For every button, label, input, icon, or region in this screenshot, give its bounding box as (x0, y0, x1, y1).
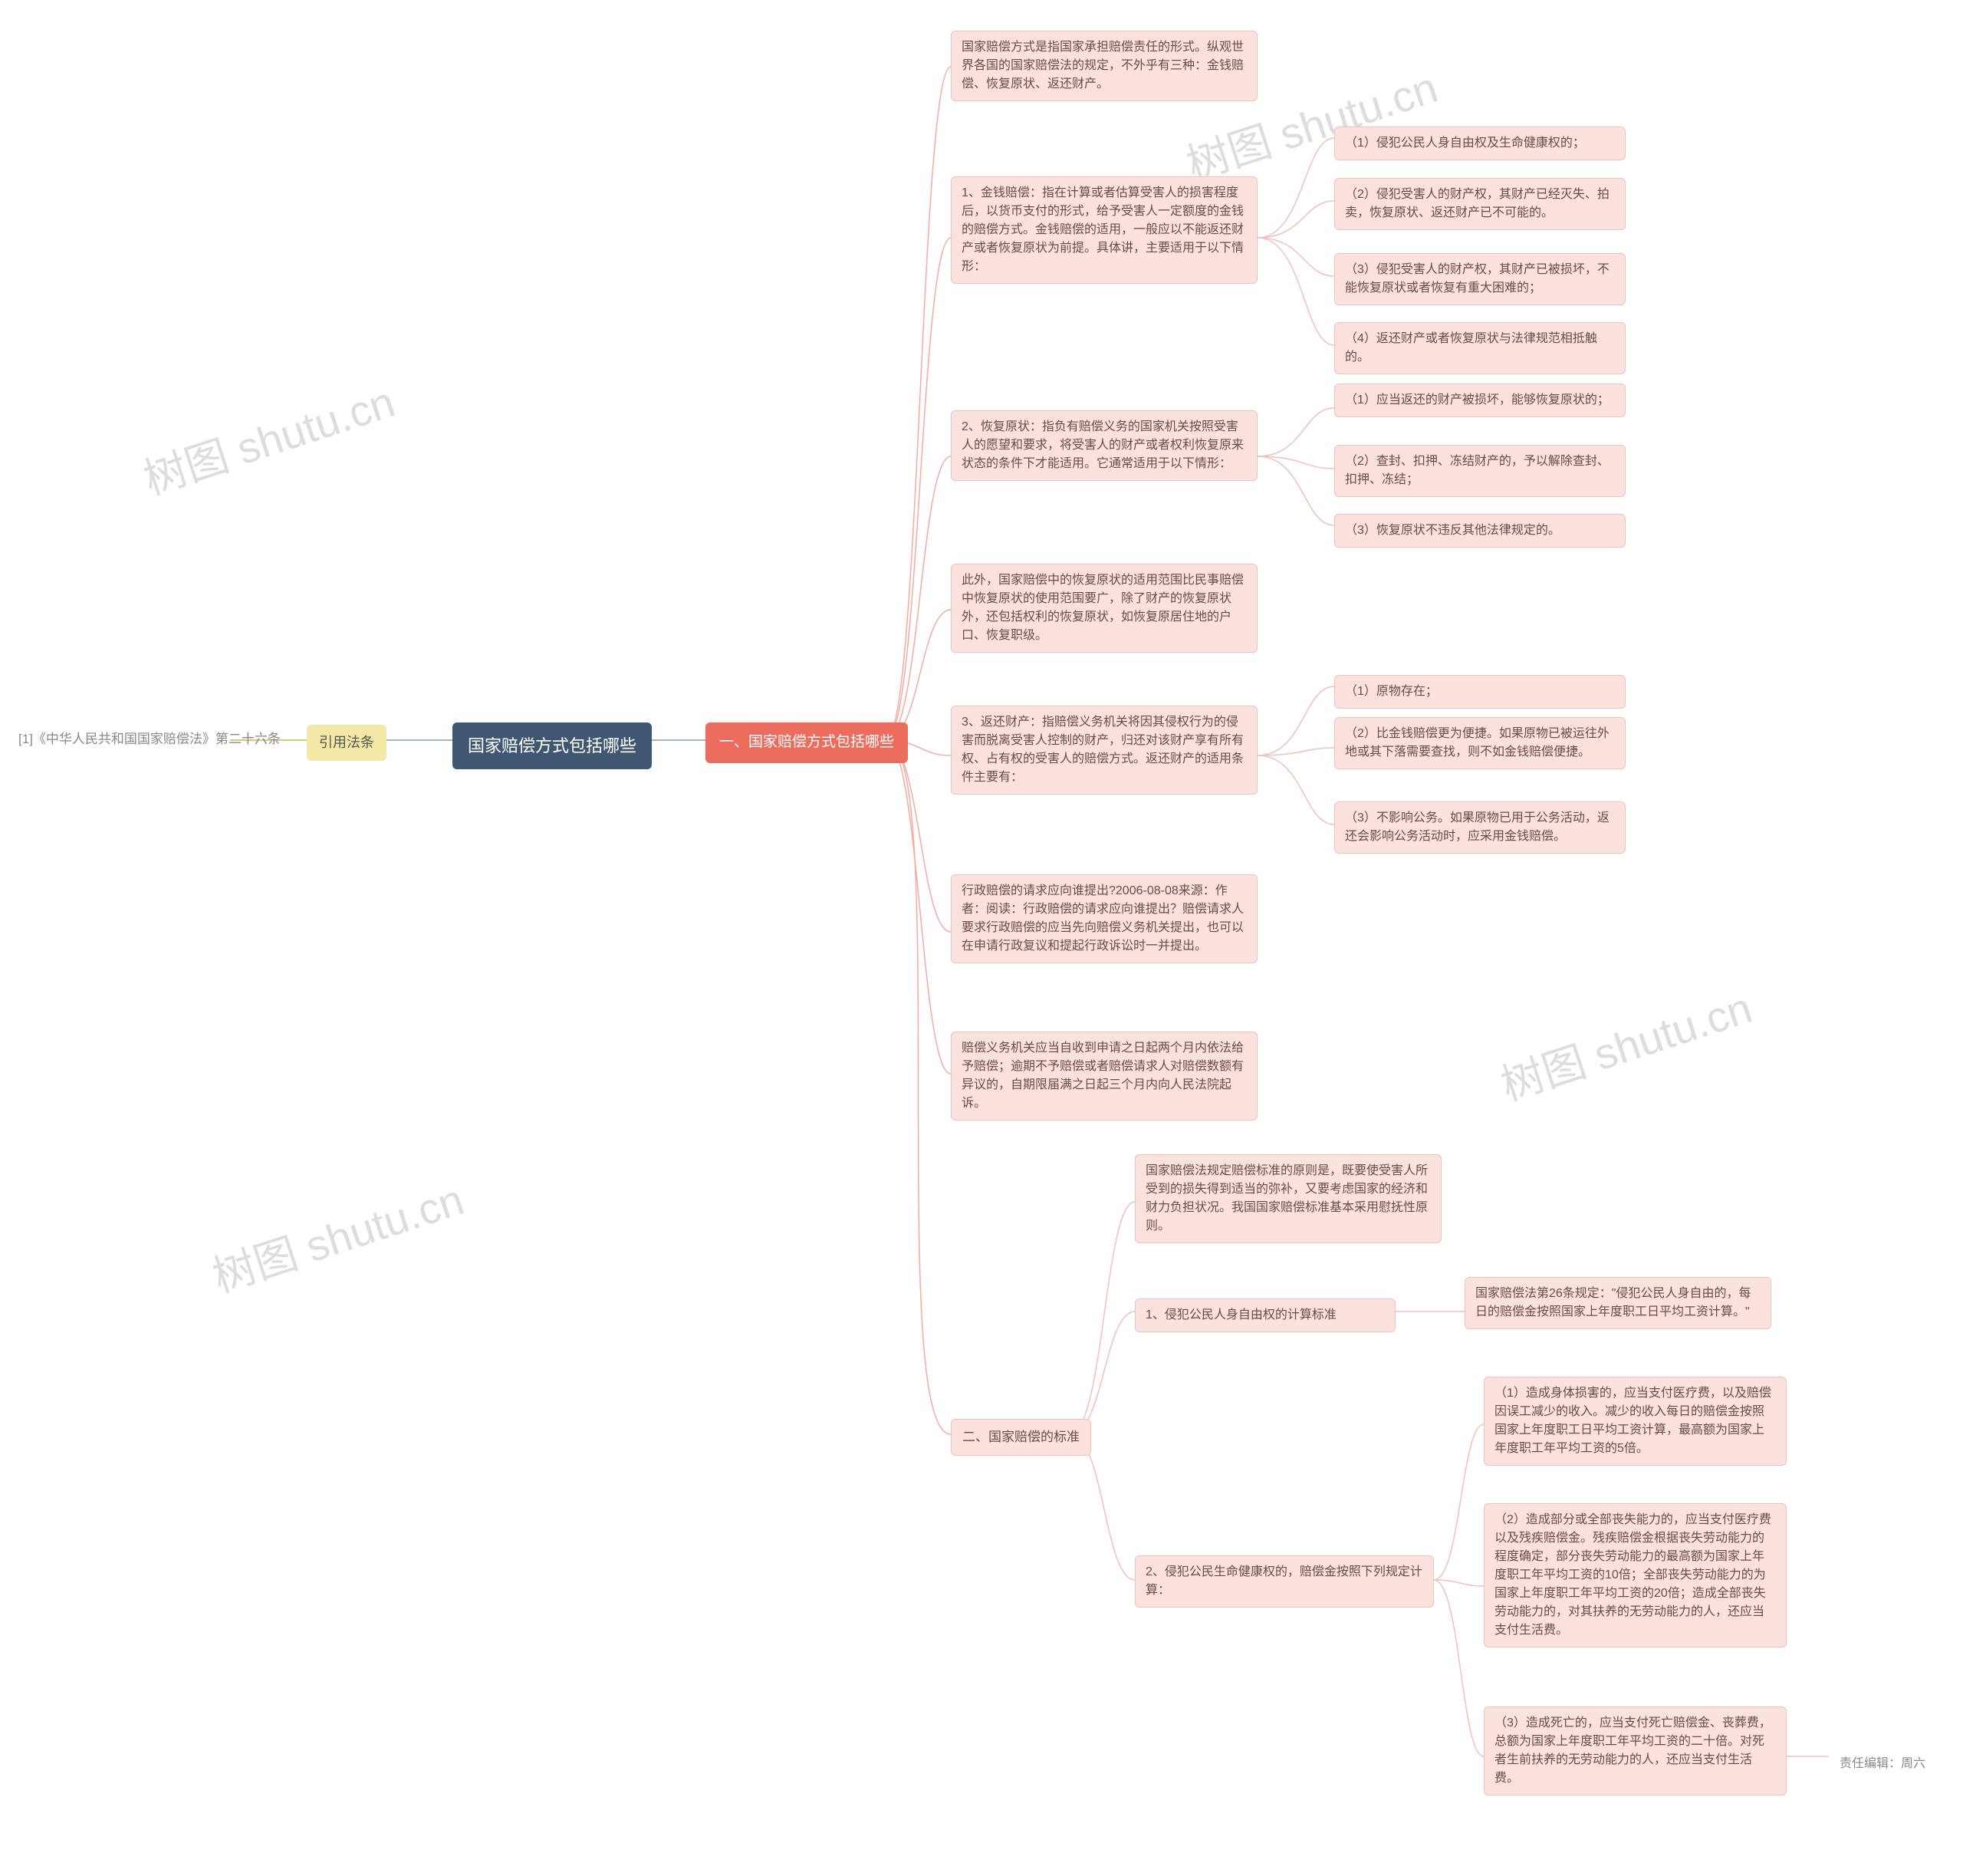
s2-item2[interactable]: 2、侵犯公民生命健康权的，赔偿金按照下列规定计算： (1135, 1555, 1434, 1608)
s1-item3-c2: （2）比金钱赔偿更为便捷。如果原物已被运往外地或其下落需要查找，则不如金钱赔偿便… (1334, 717, 1626, 769)
section-2[interactable]: 二、国家赔偿的标准 (951, 1419, 1091, 1456)
s1-item2[interactable]: 2、恢复原状：指负有赔偿义务的国家机关按照受害人的愿望和要求，将受害人的财产或者… (951, 410, 1258, 481)
s1-item1-c3: （3）侵犯受害人的财产权，其财产已被损坏，不能恢复原状或者恢复有重大困难的； (1334, 253, 1626, 305)
s1-note3: 行政赔偿的请求应向谁提出?2006-08-08来源：作者：阅读：行政赔偿的请求应… (951, 874, 1258, 963)
s1-item3-c3: （3）不影响公务。如果原物已用于公务活动，返还会影响公务活动时，应采用金钱赔偿。 (1334, 801, 1626, 854)
s2-intro: 国家赔偿法规定赔偿标准的原则是，既要使受害人所受到的损失得到适当的弥补，又要考虑… (1135, 1154, 1442, 1243)
s1-item2-c1: （1）应当返还的财产被损坏，能够恢复原状的； (1334, 383, 1626, 417)
s1-item3[interactable]: 3、返还财产：指赔偿义务机关将因其侵权行为的侵害而脱离受害人控制的财产，归还对该… (951, 706, 1258, 795)
s1-note2: 此外，国家赔偿中的恢复原状的适用范围比民事赔偿中恢复原状的使用范围要广，除了财产… (951, 564, 1258, 653)
watermark: 树图 shutu.cn (204, 1166, 471, 1305)
s1-item1[interactable]: 1、金钱赔偿：指在计算或者估算受害人的损害程度后，以货币支付的形式，给予受害人一… (951, 176, 1258, 284)
watermark: 树图 shutu.cn (1492, 974, 1759, 1114)
s1-item1-c1: （1）侵犯公民人身自由权及生命健康权的； (1334, 127, 1626, 160)
s2-item2-c1: （1）造成身体损害的，应当支付医疗费，以及赔偿因误工减少的收入。减少的收入每日的… (1484, 1377, 1787, 1466)
s1-intro: 国家赔偿方式是指国家承担赔偿责任的形式。纵观世界各国的国家赔偿法的规定，不外乎有… (951, 31, 1258, 101)
section-1[interactable]: 一、国家赔偿方式包括哪些 (705, 722, 908, 763)
ref-citation: [1]《中华人民共和国国家赔偿法》第二十六条 (8, 722, 291, 757)
s2-item2-c3: （3）造成死亡的，应当支付死亡赔偿金、丧葬费，总额为国家上年度职工年平均工资的二… (1484, 1707, 1787, 1795)
s2-item1-child: 国家赔偿法第26条规定："侵犯公民人身自由的，每日的赔偿金按照国家上年度职工日平… (1465, 1277, 1771, 1329)
s2-item2-c2: （2）造成部分或全部丧失能力的，应当支付医疗费以及残疾赔偿金。残疾赔偿金根据丧失… (1484, 1503, 1787, 1647)
s1-item2-c3: （3）恢复原状不违反其他法律规定的。 (1334, 514, 1626, 548)
s1-item2-c2: （2）查封、扣押、冻结财产的，予以解除查封、扣押、冻结； (1334, 445, 1626, 497)
s1-item1-c4: （4）返还财产或者恢复原状与法律规范相抵触的。 (1334, 322, 1626, 374)
ref-node[interactable]: 引用法条 (307, 725, 386, 761)
s2-item1[interactable]: 1、侵犯公民人身自由权的计算标准 (1135, 1298, 1396, 1332)
editor-credit: 责任编辑：周六 (1829, 1747, 1936, 1781)
watermark: 树图 shutu.cn (135, 368, 402, 508)
s1-item3-c1: （1）原物存在； (1334, 675, 1626, 709)
root-node[interactable]: 国家赔偿方式包括哪些 (452, 722, 652, 769)
s1-item1-c2: （2）侵犯受害人的财产权，其财产已经灭失、拍卖，恢复原状、返还财产已不可能的。 (1334, 178, 1626, 230)
s1-note4: 赔偿义务机关应当自收到申请之日起两个月内依法给予赔偿；逾期不予赔偿或者赔偿请求人… (951, 1032, 1258, 1121)
